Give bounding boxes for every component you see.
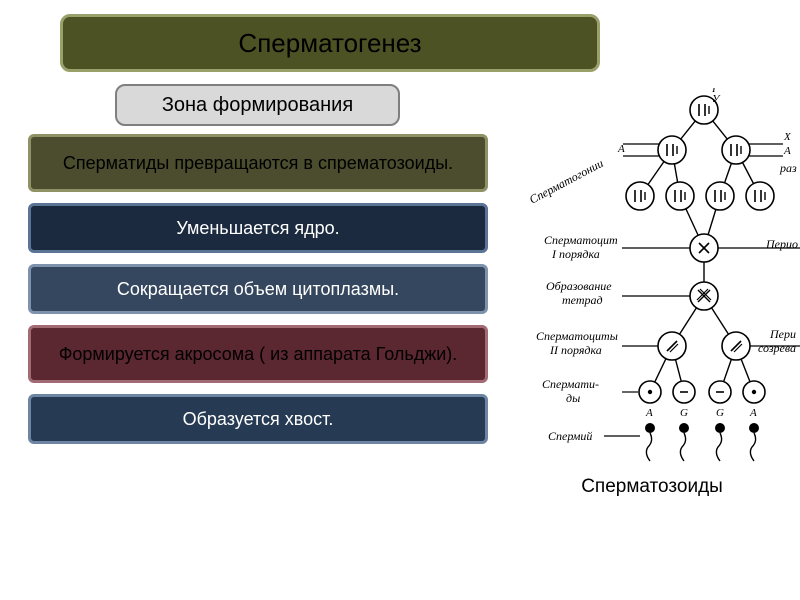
row-4-text: Образуется хвост. (183, 408, 334, 431)
title-box: Сперматогенез (60, 14, 600, 72)
row-3-text: Формируется акросома ( из аппарата Гольд… (59, 343, 458, 366)
svg-text:У: У (712, 93, 721, 105)
svg-text:раз: раз (779, 161, 797, 175)
slide: Сперматогенез Зона формирования Спермати… (0, 0, 800, 600)
svg-text:Перио: Перио (765, 237, 798, 251)
svg-text:A: A (783, 145, 791, 157)
svg-text:I порядка: I порядка (551, 247, 600, 261)
svg-text:A: A (645, 407, 653, 419)
svg-text:A: A (617, 143, 625, 155)
diagram-panel: IУAXAразСперматогонииСперматоцитI порядк… (522, 88, 800, 468)
subtitle-text: Зона формирования (162, 94, 353, 117)
svg-text:тетрад: тетрад (562, 293, 603, 307)
diagram-caption: Сперматозоиды (522, 476, 782, 498)
spermatogenesis-diagram: IУAXAразСперматогонииСперматоцитI порядк… (522, 88, 800, 468)
svg-text:Образование: Образование (546, 279, 612, 293)
row-2: Сокращается объем цитоплазмы. (28, 264, 488, 314)
svg-text:созрева: созрева (758, 341, 796, 355)
svg-text:A: A (749, 407, 757, 419)
row-0-text: Сперматиды превращаются в спрематозоиды. (63, 152, 453, 175)
row-3: Формируется акросома ( из аппарата Гольд… (28, 325, 488, 383)
svg-text:G: G (716, 407, 724, 419)
svg-text:II порядка: II порядка (549, 343, 602, 357)
svg-text:Сперматоцит: Сперматоцит (544, 233, 618, 247)
svg-text:Пери: Пери (769, 327, 796, 341)
svg-text:Сперматогонии: Сперматогонии (527, 156, 606, 207)
row-1: Уменьшается ядро. (28, 203, 488, 253)
title-text: Сперматогенез (238, 28, 421, 59)
svg-text:Сперматоциты: Сперматоциты (536, 329, 618, 343)
row-1-text: Уменьшается ядро. (176, 217, 339, 240)
svg-text:Спермий: Спермий (548, 429, 592, 443)
row-2-text: Сокращается объем цитоплазмы. (117, 278, 399, 301)
caption-text: Сперматозоиды (581, 476, 723, 497)
svg-text:ды: ды (566, 391, 580, 405)
subtitle-box: Зона формирования (115, 84, 400, 126)
svg-text:Сперматu-: Сперматu- (542, 377, 599, 391)
svg-text:G: G (680, 407, 688, 419)
row-0: Сперматиды превращаются в спрематозоиды. (28, 134, 488, 192)
svg-text:X: X (783, 131, 792, 143)
row-4: Образуется хвост. (28, 394, 488, 444)
